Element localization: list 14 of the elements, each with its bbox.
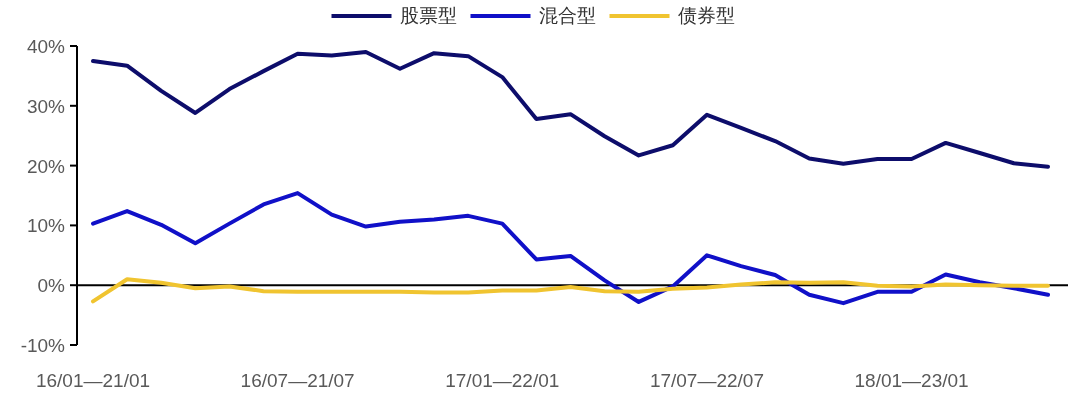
legend-label: 债券型 [677,5,735,26]
x-tick-label: 16/01—21/01 [35,370,151,391]
x-tick-label: 18/01—23/01 [854,370,969,391]
y-tick-label: 10% [26,215,66,237]
legend-label: 股票型 [399,5,457,26]
x-tick-label: 16/07—21/07 [240,370,355,391]
y-tick-label: 40% [26,36,66,57]
y-tick-label: -10% [20,335,66,356]
legend-label: 混合型 [538,5,596,26]
x-tick-label: 17/07—22/07 [649,370,764,391]
x-tick-label: 17/01—22/01 [445,370,560,391]
y-tick-label: 30% [26,95,66,117]
y-tick-label: 20% [26,155,66,177]
y-tick-label: 0% [37,275,66,297]
